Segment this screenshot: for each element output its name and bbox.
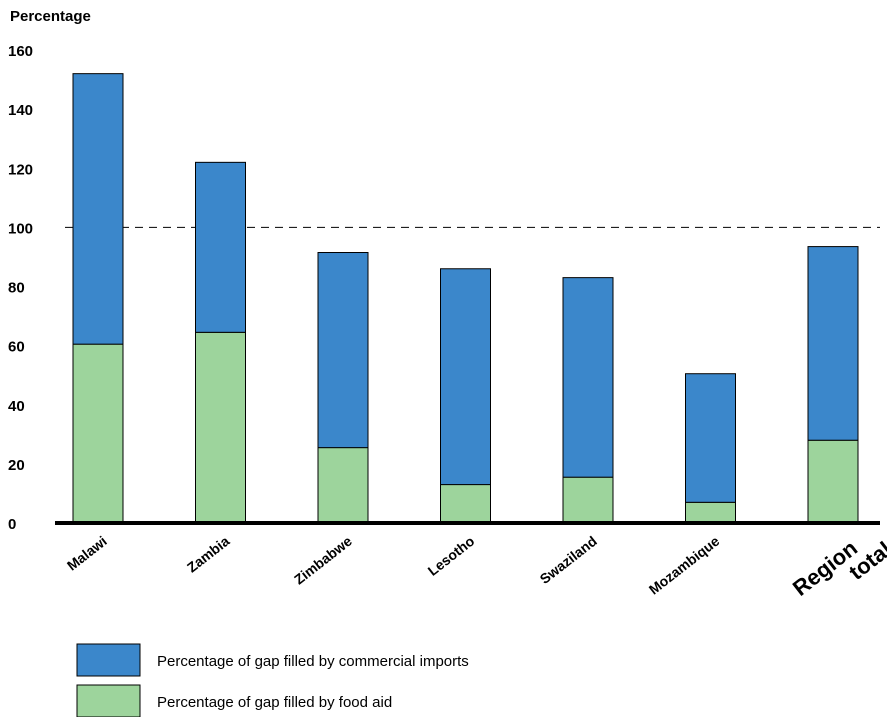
bar-segment-commercial-imports — [562, 277, 614, 478]
category-labels: Malawi Zambia Zimbabwe Lesotho Swaziland Moza… — [64, 519, 887, 618]
legend: Percentage of gap filled by commercial i… — [76, 643, 469, 717]
bar-segment-food-aid — [562, 476, 614, 524]
category-label: Zimbabwe — [291, 533, 355, 588]
category-label: Regiontotal — [788, 519, 887, 618]
bar-segment-commercial-imports — [195, 161, 246, 333]
bar-segment-commercial-imports — [807, 246, 859, 441]
bar-segment-commercial-imports — [440, 268, 491, 486]
bar-segment-food-aid — [195, 331, 246, 524]
bar-segment-commercial-imports — [317, 252, 369, 449]
y-tick-label: 20 — [8, 457, 25, 474]
bar-segment-food-aid — [440, 484, 491, 524]
legend-label: Percentage of gap filled by food aid — [157, 694, 392, 711]
y-tick-labels: 0 20 40 60 80 100 120 140 160 — [8, 43, 33, 533]
y-axis-title: Percentage — [10, 8, 91, 25]
bars — [72, 73, 859, 524]
bar-segment-food-aid — [72, 343, 124, 524]
category-label: Malawi — [64, 533, 110, 574]
bar-segment-commercial-imports — [685, 373, 736, 503]
bar-segment-commercial-imports — [72, 73, 124, 345]
y-tick-label: 40 — [8, 398, 25, 415]
y-tick-label: 120 — [8, 161, 33, 178]
category-label: Swaziland — [537, 533, 600, 587]
category-label: Zambia — [184, 533, 233, 576]
y-tick-label: 80 — [8, 280, 25, 297]
bar-segment-food-aid — [317, 447, 369, 524]
y-tick-label: 0 — [8, 516, 16, 533]
category-label: Mozambique — [646, 533, 723, 598]
y-tick-label: 140 — [8, 102, 33, 119]
y-tick-label: 100 — [8, 220, 33, 237]
legend-swatch — [76, 684, 141, 717]
legend-swatch — [76, 643, 141, 677]
legend-label: Percentage of gap filled by commercial i… — [157, 653, 469, 670]
y-tick-label: 60 — [8, 339, 25, 356]
y-tick-label: 160 — [8, 43, 33, 60]
bar-segment-food-aid — [685, 501, 736, 524]
category-label: Lesotho — [425, 533, 478, 579]
bar-segment-food-aid — [807, 439, 859, 524]
